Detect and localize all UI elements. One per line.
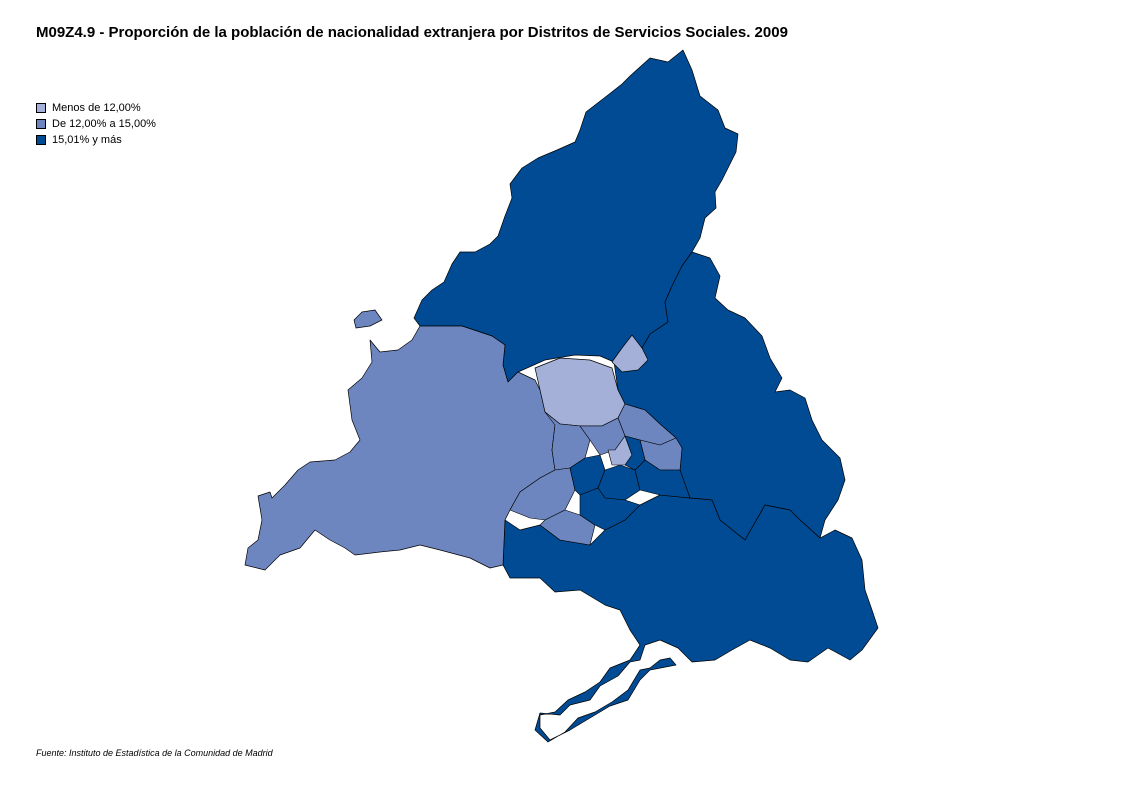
legend-item-low: Menos de 12,00% xyxy=(36,100,156,116)
district-center-5[interactable] xyxy=(624,435,646,471)
region-south[interactable] xyxy=(502,494,879,743)
legend-label-low: Menos de 12,00% xyxy=(52,102,141,114)
region-north[interactable] xyxy=(413,49,739,383)
district-inner-sw2[interactable] xyxy=(539,509,596,546)
district-center-3[interactable] xyxy=(634,459,691,499)
district-center-4[interactable] xyxy=(579,487,641,531)
region-light-ne[interactable] xyxy=(611,334,649,373)
source-note: Fuente: Instituto de Estadística de la C… xyxy=(36,748,273,758)
legend-swatch-medium xyxy=(36,119,46,129)
legend-swatch-low xyxy=(36,103,46,113)
map-title: M09Z4.9 - Proporción de la población de … xyxy=(36,24,788,41)
legend-swatch-high xyxy=(36,135,46,145)
legend-item-high: 15,01% y más xyxy=(36,132,156,148)
legend-label-high: 15,01% y más xyxy=(52,134,122,146)
legend-label-medium: De 12,00% a 15,00% xyxy=(52,118,156,130)
legend: Menos de 12,00% De 12,00% a 15,00% 15,01… xyxy=(36,100,156,148)
district-inner-sw1[interactable] xyxy=(509,467,576,521)
legend-item-medium: De 12,00% a 15,00% xyxy=(36,116,156,132)
region-nw-enclave[interactable] xyxy=(353,309,383,329)
